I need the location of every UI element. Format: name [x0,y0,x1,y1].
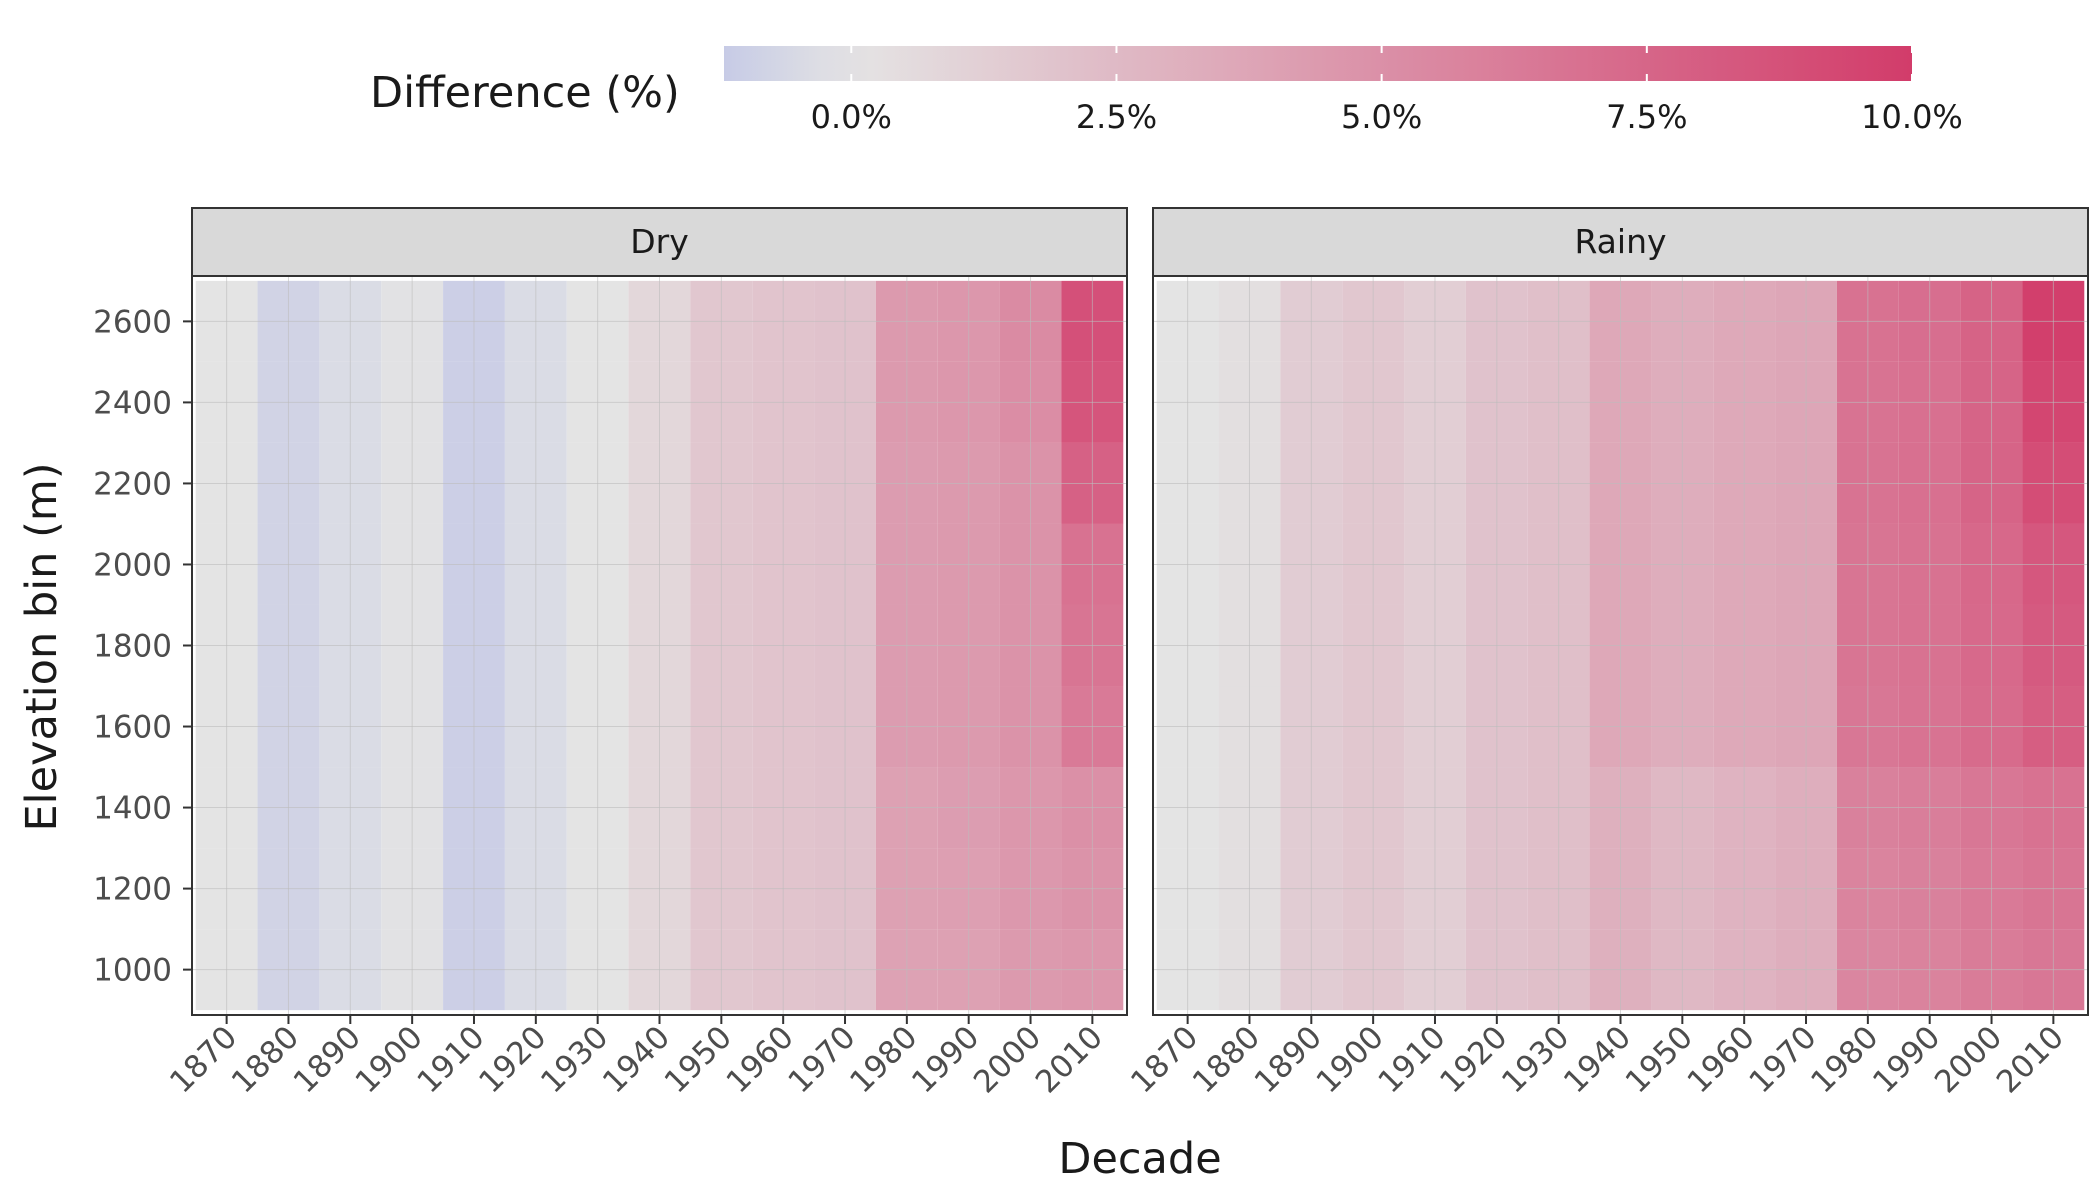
y-axis-title: Elevation bin (m) [17,462,67,831]
facet-strip [1152,207,2089,277]
y-tick-label: 2200 [93,466,172,502]
y-tick-label: 1600 [93,710,172,746]
y-axis: 1000 1200 1400 1600 1800 2000 2200 2400 2600 [93,304,192,989]
legend-tick-label: 5.0% [1341,98,1422,136]
y-tick-label: 1200 [93,872,172,908]
legend-tick-label: 2.5% [1076,98,1157,136]
grid-lines [1153,276,2088,1015]
legend-colorbar [724,46,1912,81]
legend-ticks: 0.0% 2.5% 5.0% 7.5% 10.0% [811,46,1963,136]
facet-strip [191,207,1128,277]
x-axis-title: Decade [1058,1134,1221,1184]
y-tick-label: 2400 [93,385,172,421]
y-tick-label: 1800 [93,629,172,665]
grid-lines [192,276,1127,1015]
facet-panel-dry: Dry1870188018901900191019201930194019501… [163,207,1128,1100]
y-tick-label: 1400 [93,791,172,827]
facet-panels: Dry1870188018901900191019201930194019501… [163,207,2089,1100]
facet-strip-label: Rainy [1574,222,1666,261]
y-tick-label: 2000 [93,547,172,583]
legend-tick-label: 7.5% [1606,98,1687,136]
facet-panel-rainy: Rainy18701880189019001910192019301940195… [1124,207,2089,1100]
facet-strip-label: Dry [630,222,689,261]
y-tick-label: 1000 [93,953,172,989]
legend-tick-label: 10.0% [1861,98,1963,136]
y-tick-label: 2600 [93,304,172,340]
legend-title: Difference (%) [370,68,680,118]
legend-tick-label: 0.0% [811,98,892,136]
legend: Difference (%) 0.0% 2.5% 5.0% 7.5% 10.0% [370,46,1963,136]
